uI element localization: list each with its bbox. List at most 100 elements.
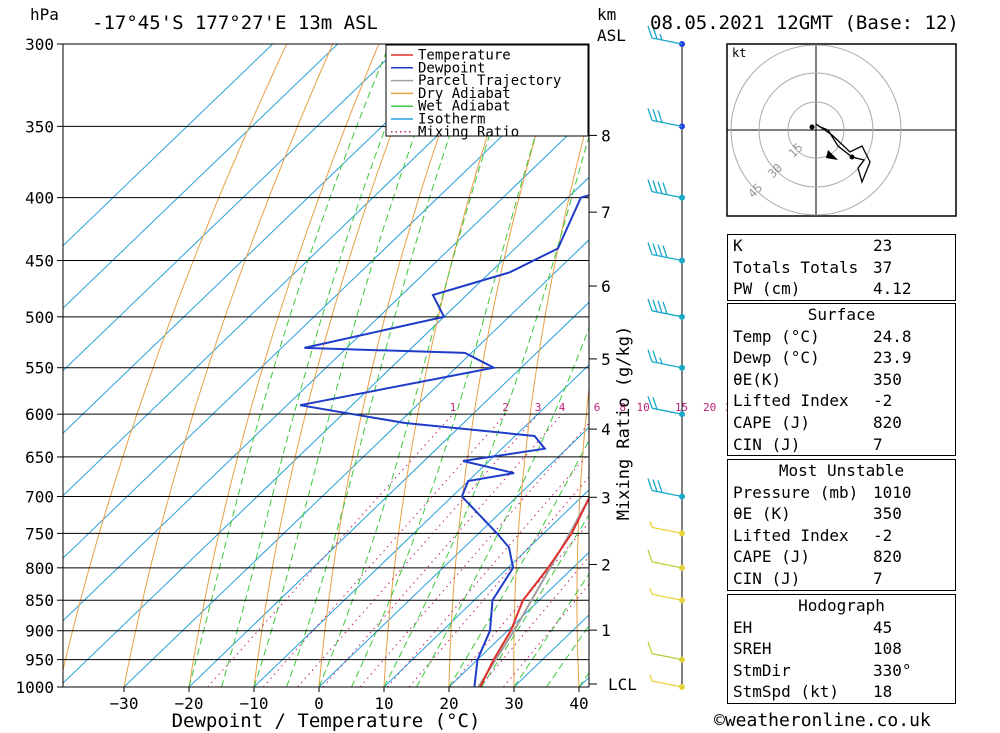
hpa-unit-label: hPa [30, 5, 59, 24]
wind-barb-flag [652, 299, 658, 313]
isotherm-line [318, 426, 589, 687]
hodograph-table-title: Hodograph [798, 596, 885, 615]
mu-row: θE (K) 350 [733, 504, 902, 524]
surface-row: CIN (J) 7 [733, 434, 883, 454]
wind-barb-staff [651, 593, 683, 601]
wind-barb [647, 478, 683, 498]
mu-row: Pressure (mb) 1010 [733, 482, 912, 502]
wind-barb-flag [657, 181, 663, 194]
isotherm-line [63, 44, 469, 434]
dry-adiabat-line [253, 44, 426, 687]
height-tick-label: 1 [601, 621, 611, 640]
isotherm-line [63, 44, 404, 372]
most-unstable-table: Most Unstable Pressure (mb) 1010 θE (K) 35… [727, 459, 956, 591]
hodo-row: StmSpd (kt) 18 [733, 682, 893, 702]
mixing-ratio-tick-label: 2 [502, 401, 509, 414]
mixing-ratio-axis-label: Mixing Ratio (g/kg) [614, 326, 634, 520]
mixing-ratio-tick-label: 8 [619, 401, 626, 414]
x-tick-label: 30 [504, 694, 523, 713]
height-tick-label: 8 [601, 126, 611, 145]
wet-adiabat-line [416, 326, 589, 687]
isotherm-line [188, 301, 589, 687]
storm-motion-dot [849, 154, 855, 160]
indices-table: K 23 Totals Totals 37 PW (cm) 4.12 [727, 234, 956, 301]
dry-adiabat-line [188, 44, 380, 687]
wind-barb-flag [647, 108, 653, 121]
pressure-tick-label: 1000 [15, 678, 54, 697]
pressure-tick-label: 850 [25, 591, 54, 610]
x-tick-label: 0 [314, 694, 324, 713]
wind-barb-flag [662, 245, 668, 258]
wind-barb-flag [662, 182, 668, 195]
isotherm-line [123, 239, 589, 687]
pressure-tick-label: 900 [25, 622, 54, 641]
isotherm-line [383, 489, 589, 687]
legend-item-label: Mixing Ratio [418, 124, 519, 140]
wind-barb-flag [647, 349, 653, 362]
wind-barb-half-flag [649, 587, 653, 595]
legend-item-label: Wet Adiabat [418, 99, 511, 115]
wind-barb-flag [662, 301, 668, 315]
wind-barb [647, 179, 683, 199]
dry-adiabat-line [318, 44, 472, 687]
x-axis-label: Dewpoint / Temperature (°C) [172, 710, 481, 732]
x-tick-label: 20 [439, 694, 458, 713]
wind-barb-staff [651, 652, 683, 661]
mu-row: CAPE (J) 820 [733, 547, 902, 567]
surface-table: Surface Temp (°C) 24.8 Dewp (°C) 23.9 θE(K… [727, 303, 956, 457]
wind-barb-half-flag [659, 357, 663, 364]
wind-barb [649, 587, 683, 601]
mu-row: Lifted Index -2 [733, 525, 893, 545]
height-tick-label: 6 [601, 277, 611, 296]
wind-barb-flag [652, 243, 658, 256]
wind-barb-flag [652, 109, 658, 122]
mixing-ratio-tick-label: 6 [594, 401, 601, 414]
hodo-row: EH 45 [733, 617, 893, 637]
asl-unit-label: ASL [597, 26, 626, 45]
wind-barb [647, 25, 683, 45]
hodo-row: SREH 108 [733, 639, 902, 659]
surface-title: Surface [807, 305, 876, 324]
wind-barb [647, 242, 683, 262]
dewpoint-line [299, 194, 589, 687]
index-row: Totals Totals 37 [733, 257, 893, 277]
wind-barb-flag [647, 395, 653, 409]
most-unstable-title: Most Unstable [778, 461, 905, 480]
wind-barb-flag [652, 396, 658, 410]
index-row: K 23 [733, 236, 893, 255]
pressure-tick-label: 650 [25, 448, 54, 467]
pressure-tick-label: 550 [25, 359, 54, 378]
mixing-ratio-tick-label: 3 [535, 401, 542, 414]
wind-barb-flag [647, 179, 653, 192]
legend-item-label: Isotherm [418, 112, 485, 128]
pressure-tick-label: 750 [25, 524, 54, 543]
wind-barb [649, 674, 683, 688]
footer-credit[interactable]: ©weatheronline.co.uk [714, 710, 931, 731]
x-tick-label: −10 [240, 694, 269, 713]
wet-adiabat-line [481, 513, 589, 687]
temperature-line [479, 496, 589, 687]
x-tick-label: 40 [569, 694, 588, 713]
mixing-ratio-tick-label: 1 [450, 401, 457, 414]
wind-barb [647, 108, 683, 127]
hodograph-unit-label: kt [732, 46, 746, 60]
wind-barb-flag [657, 480, 663, 493]
wind-barb-staff [651, 561, 683, 569]
height-tick-label: 3 [601, 488, 611, 507]
pressure-tick-label: 800 [25, 559, 54, 578]
legend-box [385, 44, 589, 137]
wind-barb-staff [651, 680, 683, 688]
wind-barb [649, 521, 683, 534]
wind-barb-flag [652, 479, 658, 492]
hodograph-trace [815, 123, 871, 185]
datetime-title: 08.05.2021 12GMT (Base: 12) [650, 12, 959, 34]
x-tick-label: −30 [110, 694, 139, 713]
wind-barb-flag [647, 549, 653, 563]
km-unit-label: km [597, 5, 617, 24]
hodo-row: StmDir 330° [733, 660, 912, 680]
wet-adiabat-line [221, 44, 419, 687]
pressure-tick-label: 500 [25, 308, 54, 327]
pressure-tick-label: 300 [25, 35, 54, 54]
